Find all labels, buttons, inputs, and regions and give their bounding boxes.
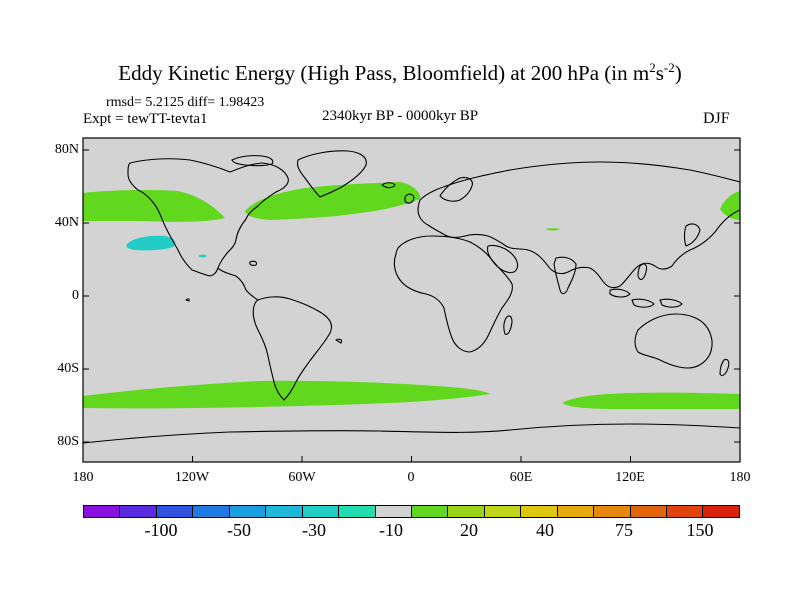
colorbar-tick-label: -100 xyxy=(144,520,178,540)
colorbar-segment xyxy=(521,506,558,517)
period-label: 2340kyr BP - 0000kyr BP xyxy=(321,108,479,124)
colorbar-segment xyxy=(266,506,303,517)
colorbar-tick-label: -50 xyxy=(227,520,251,540)
lon-label: 120W xyxy=(174,470,210,485)
rmsd-diff-stats: rmsd= 5.2125 diff= 1.98423 xyxy=(106,95,265,110)
lon-label: 60W xyxy=(288,470,316,485)
season-label: DJF xyxy=(703,110,730,127)
colorbar-tick-label: 20 xyxy=(460,520,478,540)
coastlines xyxy=(83,150,740,444)
negative-region xyxy=(126,235,176,251)
positive-region xyxy=(245,182,421,220)
colorbar-tick-label: 75 xyxy=(615,520,633,540)
lat-label: 80N xyxy=(54,142,79,157)
positive-region xyxy=(83,380,490,409)
lat-label: 0 xyxy=(72,288,79,303)
colorbar-segment xyxy=(557,506,595,517)
colorbar-segment xyxy=(156,506,194,517)
lon-label: 180 xyxy=(729,470,751,485)
colorbar-segment xyxy=(339,506,376,517)
positive-region xyxy=(562,392,740,409)
lon-label: 0 xyxy=(407,470,415,485)
lat-label: 40N xyxy=(54,215,79,230)
colorbar-segment xyxy=(630,506,667,517)
colorbar-segment xyxy=(594,506,631,517)
positive-region xyxy=(83,189,225,222)
lon-label: 180 xyxy=(72,470,94,485)
lat-label: 80S xyxy=(57,434,79,449)
experiment-label: Expt = tewTT-tevta1 xyxy=(83,111,208,127)
colorbar-segment xyxy=(193,506,230,517)
colorbar-tick-label: 40 xyxy=(536,520,554,540)
colorbar-segment xyxy=(375,506,412,517)
colorbar xyxy=(83,505,740,518)
colorbar-segment xyxy=(302,506,340,517)
colorbar-segment xyxy=(448,506,485,517)
colorbar-tick-label: -10 xyxy=(379,520,403,540)
colorbar-tick-label: 150 xyxy=(686,520,714,540)
lat-label: 40S xyxy=(57,361,79,376)
colorbar-segment xyxy=(484,506,522,517)
lon-label: 60E xyxy=(509,470,533,485)
negative-region xyxy=(198,254,207,258)
colorbar-segment xyxy=(120,506,157,517)
colorbar-segment xyxy=(229,506,267,517)
colorbar-tick-label: -30 xyxy=(302,520,326,540)
axis-ticks xyxy=(82,149,741,462)
colorbar-segment xyxy=(667,506,704,517)
colorbar-segment xyxy=(411,506,449,517)
positive-region xyxy=(545,228,560,231)
lon-label: 120E xyxy=(615,470,645,485)
colorbar-segment xyxy=(84,506,121,517)
figure-title: Eddy Kinetic Energy (High Pass, Bloomfie… xyxy=(118,60,682,85)
colorbar-segment xyxy=(703,506,739,517)
